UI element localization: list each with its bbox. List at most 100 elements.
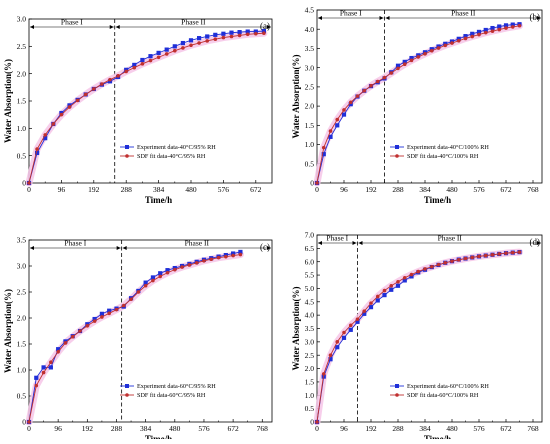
experiment-point	[321, 152, 326, 157]
legend-entry-0: Experiment data-60°C/100% RH	[407, 383, 489, 390]
fit-point	[92, 319, 97, 323]
y-tick-label: 4.0	[305, 311, 315, 320]
experiment-point	[107, 308, 112, 313]
x-tick-label: 576	[473, 185, 485, 194]
fit-point	[194, 261, 199, 265]
fit-point	[83, 92, 88, 97]
experiment-point	[164, 47, 169, 52]
fit-point	[156, 55, 161, 60]
x-tick-label: 672	[250, 185, 262, 194]
legend-entry-1: SDF fit data-60°C/100% RH	[407, 392, 479, 399]
legend-marker-square	[125, 384, 129, 388]
experiment-point	[409, 274, 414, 279]
experiment-point	[172, 44, 177, 49]
fit-point	[517, 23, 522, 28]
x-tick-label: 576	[198, 424, 210, 433]
fit-point	[470, 34, 475, 39]
experiment-point	[348, 102, 353, 107]
fit-point	[497, 252, 502, 256]
fit-point	[477, 32, 481, 37]
experiment-point	[395, 283, 401, 288]
phase-one-arrow-head-left	[30, 25, 34, 29]
fit-point	[180, 265, 184, 269]
fit-point	[108, 77, 112, 82]
fit-point	[342, 330, 346, 335]
fit-point	[443, 260, 448, 265]
fit-point	[165, 270, 170, 275]
phase-two-label: Phase II	[438, 234, 463, 243]
panel-letter: (c)	[260, 242, 270, 252]
experiment-point	[463, 34, 468, 39]
y-tick-label: 0.5	[305, 159, 315, 168]
panel-letter: (d)	[530, 237, 541, 247]
fit-point	[70, 334, 75, 339]
x-tick-label: 768	[257, 424, 269, 433]
fit-point	[151, 278, 155, 283]
legend-entry-0: Experiment data-40°C/100% RH	[407, 144, 489, 151]
fit-point	[328, 129, 333, 133]
experiment-point	[402, 59, 407, 64]
fit-point	[355, 94, 360, 98]
experiment-point	[355, 319, 360, 324]
x-tick-label: 672	[500, 424, 512, 433]
fit-point	[409, 272, 414, 277]
fit-point	[490, 29, 495, 33]
y-tick-label: 1.5	[17, 340, 27, 349]
fit-point	[342, 108, 346, 112]
experiment-point	[476, 29, 482, 35]
fit-point	[510, 25, 515, 29]
fit-point	[477, 254, 481, 259]
phase-one-label: Phase I	[61, 18, 83, 27]
y-tick-label: 1.5	[17, 97, 27, 106]
experiment-point	[231, 251, 236, 256]
x-tick-label: 384	[419, 424, 431, 433]
panel-letter: (b)	[530, 12, 541, 22]
fit-point	[348, 100, 353, 105]
experiment-point	[140, 57, 145, 63]
fit-point	[224, 254, 228, 259]
y-tick-label: 0.5	[17, 151, 27, 160]
y-tick-label: 2.0	[305, 364, 315, 373]
experiment-point	[92, 316, 97, 322]
phase-one-arrow-head-left	[318, 16, 322, 20]
legend-marker-circle	[125, 154, 129, 158]
fit-point	[382, 75, 387, 80]
fit-point	[504, 251, 508, 255]
experiment-point	[165, 268, 170, 273]
fit-point	[321, 372, 326, 376]
fit-point	[443, 43, 448, 48]
fit-point	[75, 98, 80, 103]
experiment-point	[328, 134, 333, 139]
x-tick-label: 576	[218, 185, 230, 194]
experiment-point	[35, 150, 40, 156]
x-tick-label: 288	[111, 424, 123, 433]
x-tick-label: 0	[27, 185, 31, 194]
phase-one-arrow-head-left	[318, 241, 322, 245]
fit-point	[483, 30, 488, 35]
legend-marker-circle	[395, 393, 399, 397]
fit-point	[463, 36, 468, 41]
fit-point	[348, 323, 353, 328]
y-tick-label: 6.5	[305, 244, 315, 253]
x-tick-label: 192	[88, 185, 100, 194]
y-tick-label: 4.5	[305, 297, 315, 306]
fit-point	[362, 309, 367, 313]
legend-entry-1: SDF fit data-40°C/95% RH	[137, 153, 206, 160]
fit-point	[335, 340, 340, 344]
y-tick-label: 3.0	[17, 262, 27, 271]
fit-point	[369, 301, 373, 305]
x-tick-label: 672	[227, 424, 239, 433]
fit-point	[173, 267, 177, 272]
fit-point	[27, 181, 31, 185]
experiment-point	[34, 375, 39, 380]
legend-marker-circle	[125, 393, 129, 397]
fit-point	[189, 43, 193, 48]
fit-point	[483, 253, 488, 258]
phase-two-label: Phase II	[451, 9, 476, 18]
y-tick-label: 1.0	[17, 124, 27, 133]
plot-frame	[28, 239, 273, 423]
fit-point	[436, 262, 441, 267]
fit-point	[78, 329, 82, 333]
panel-0: 0 96 192 288 384 480 576 672 0 0.5 1.0 1.5 2.0 2.5 3.0…	[3, 15, 273, 205]
fit-point	[197, 41, 201, 45]
